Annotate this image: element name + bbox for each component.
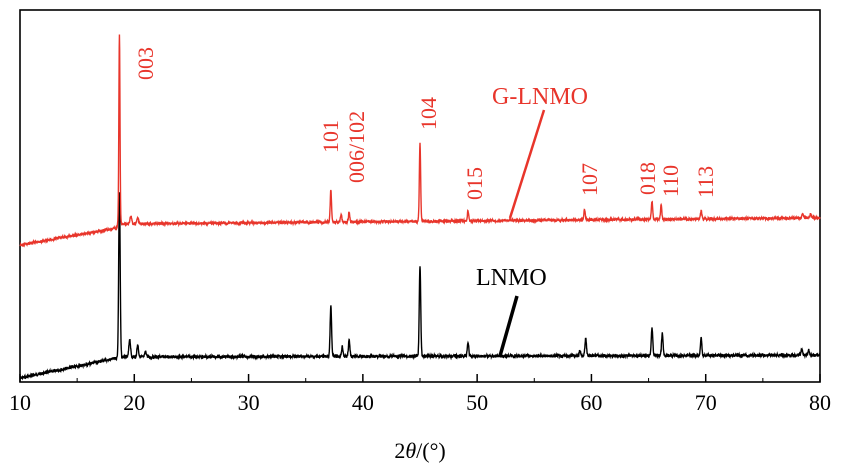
x-tick-label: 40 (352, 390, 374, 415)
peak-label: 107 (577, 163, 602, 196)
peak-label: 006/102 (344, 111, 369, 183)
peak-label: 101 (318, 120, 343, 153)
leader-line-lnmo (498, 295, 519, 357)
peak-label: 003 (133, 47, 158, 80)
leader-line-g-lnmo (508, 109, 546, 219)
x-axis-title: 2θ/(°) (394, 438, 445, 463)
series-layer (19, 34, 821, 381)
series-label-lnmo: LNMO (476, 265, 547, 291)
x-tick-label: 10 (9, 390, 31, 415)
peak-label: 018 (635, 162, 660, 195)
x-tick-label: 80 (809, 390, 831, 415)
peak-label: 104 (416, 97, 441, 130)
series-lnmo-line (19, 192, 821, 381)
x-tick-label: 30 (238, 390, 260, 415)
series-label-g-lnmo: G-LNMO (492, 84, 588, 110)
x-tick-label: 20 (123, 390, 145, 415)
peak-label: 110 (658, 165, 683, 197)
x-tick-label: 60 (580, 390, 602, 415)
x-tick-layer: 10 20 30 40 50 60 70 80 (9, 374, 831, 415)
peak-label: 113 (693, 166, 718, 198)
series-g-lnmo-line (19, 34, 821, 248)
peak-label: 015 (462, 167, 487, 200)
x-tick-label: 50 (466, 390, 488, 415)
x-tick-label: 70 (695, 390, 717, 415)
